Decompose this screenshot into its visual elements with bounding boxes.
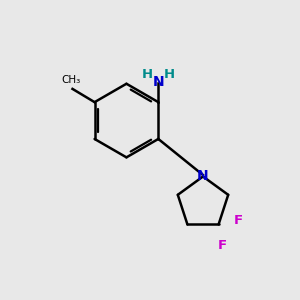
Text: H: H xyxy=(164,68,175,81)
Text: N: N xyxy=(197,169,209,184)
Text: CH₃: CH₃ xyxy=(61,75,81,85)
Text: N: N xyxy=(153,74,165,88)
Text: F: F xyxy=(233,214,242,226)
Text: F: F xyxy=(218,239,227,252)
Text: H: H xyxy=(142,68,153,81)
